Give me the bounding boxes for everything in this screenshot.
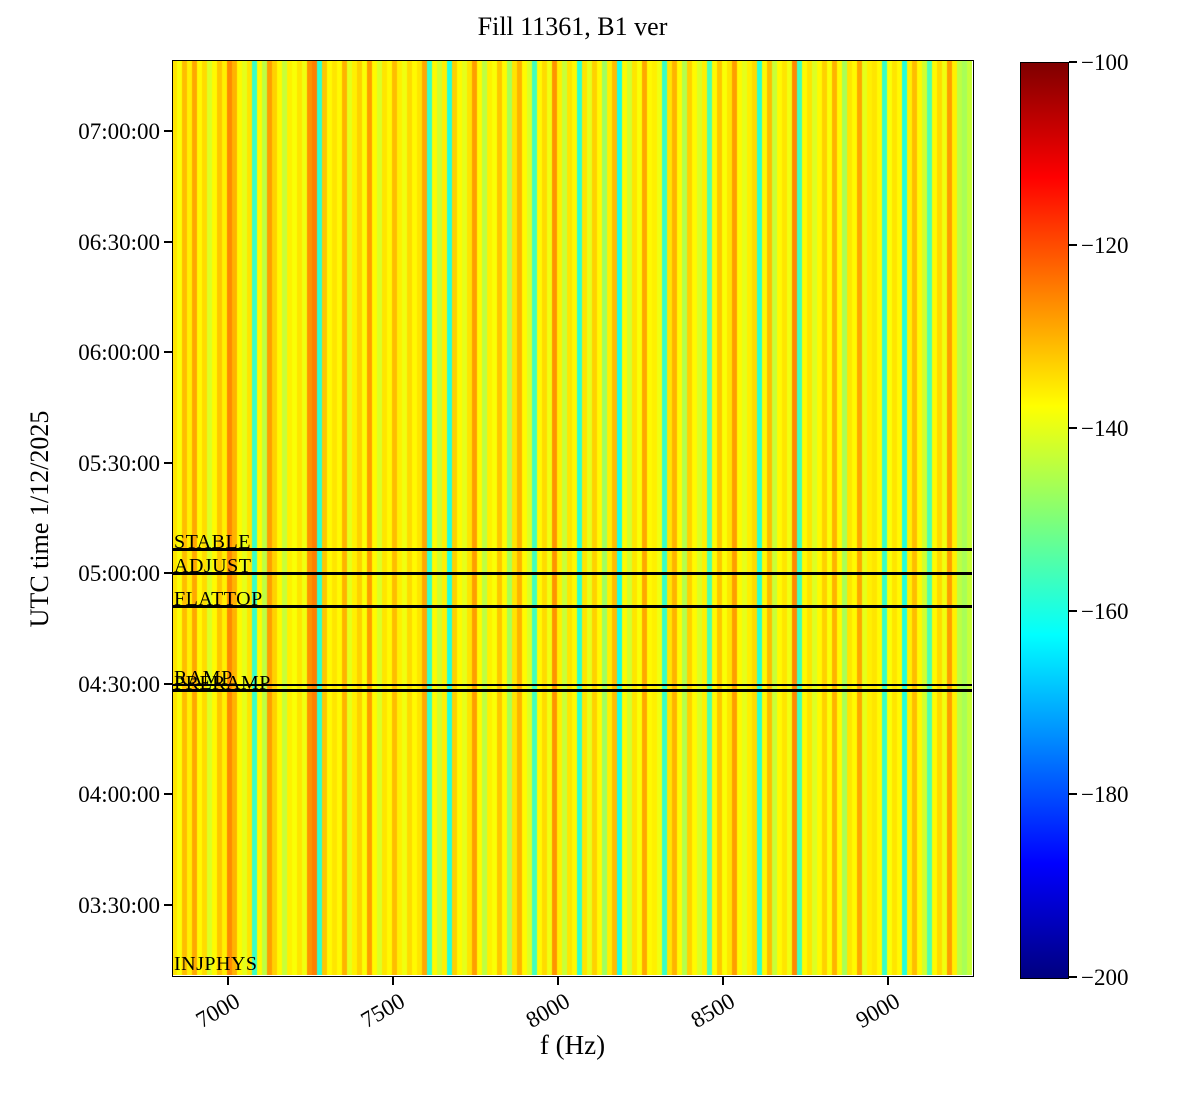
colorbar-tick-label: −200: [1081, 965, 1129, 990]
y-tick-label: 05:00:00: [78, 561, 160, 587]
x-tick-mark: [227, 977, 230, 985]
x-tick-mark: [887, 977, 890, 985]
colorbar-tick-label: −120: [1081, 233, 1129, 258]
phase-label-stable: STABLE: [174, 531, 251, 554]
plot-frame: [172, 60, 974, 977]
phase-line-preramp: [173, 689, 972, 692]
colorbar-gradient: [1020, 62, 1069, 979]
y-tick-mark: [164, 240, 172, 243]
colorbar-tick-label: −180: [1081, 782, 1129, 807]
y-tick-label: 05:30:00: [78, 450, 160, 476]
spectrogram-canvas: [173, 61, 972, 975]
colorbar-tick-mark: [1069, 976, 1077, 978]
colorbar-tick-label: −160: [1081, 599, 1129, 624]
colorbar-tick-mark: [1069, 244, 1077, 246]
colorbar-tick-mark: [1069, 610, 1077, 612]
phase-label-injphys: INJPHYS: [174, 953, 258, 976]
colorbar-tick-mark: [1069, 427, 1077, 429]
x-tick-mark: [557, 977, 560, 985]
y-tick-mark: [164, 461, 172, 464]
y-tick-label: 03:30:00: [78, 892, 160, 918]
y-tick-label: 04:00:00: [78, 782, 160, 808]
phase-label-ramp: RAMP: [174, 666, 233, 689]
colorbar-tick-mark: [1069, 61, 1077, 63]
y-tick-label: 06:00:00: [78, 340, 160, 366]
colorbar-tick-label: −140: [1081, 416, 1129, 441]
x-axis-label: f (Hz): [539, 1030, 606, 1060]
y-tick-mark: [164, 793, 172, 796]
x-tick-mark: [722, 977, 725, 985]
phase-label-preramp: PRERAMP: [174, 672, 271, 695]
phase-label-flattop: FLATTOP: [174, 588, 263, 611]
y-tick-mark: [164, 903, 172, 906]
colorbar-tick-mark: [1069, 793, 1077, 795]
y-tick-mark: [164, 130, 172, 133]
phase-label-adjust: ADJUST: [174, 555, 252, 578]
y-tick-label: 06:30:00: [78, 229, 160, 255]
phase-line-flattop: [173, 605, 972, 608]
colorbar-tick-label: −100: [1081, 50, 1129, 75]
plot-title: Fill 11361, B1 ver: [477, 12, 668, 41]
phase-line-ramp: [173, 683, 972, 687]
y-tick-label: 07:00:00: [78, 119, 160, 145]
x-tick-mark: [392, 977, 395, 985]
y-tick-label: 04:30:00: [78, 671, 160, 697]
phase-line-stable: [173, 548, 972, 551]
y-tick-mark: [164, 351, 172, 354]
y-tick-mark: [164, 682, 172, 685]
phase-line-adjust: [173, 572, 972, 575]
y-tick-mark: [164, 572, 172, 575]
